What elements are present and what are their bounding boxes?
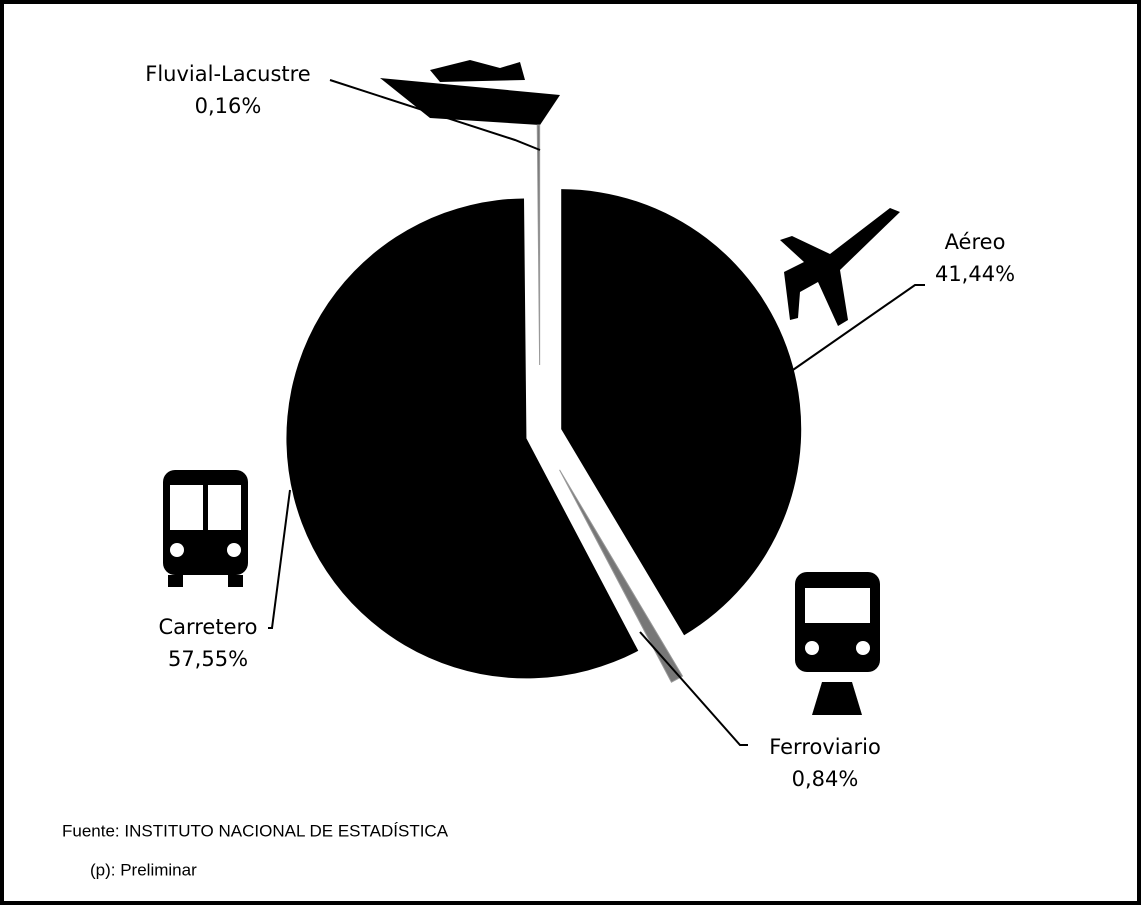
slice-value-label: 57,55% [168,647,248,671]
slice-label: Carretero [158,615,257,639]
leader-line [639,631,748,746]
pie-slice [286,198,639,679]
slice-label: Ferroviario [769,735,881,759]
pie-slice [559,469,684,683]
slice-value-label: 0,16% [195,94,262,118]
preliminary-note: (p): Preliminar [90,860,197,879]
pie-slice [561,189,802,636]
slice-label: Aéreo [945,230,1006,254]
slice-label: Fluvial-Lacustre [145,62,310,86]
train-icon [795,572,880,715]
source-note: Fuente: INSTITUTO NACIONAL DE ESTADÍSTIC… [62,821,449,840]
plane-icon [780,208,900,326]
ship-icon [380,60,560,125]
bus-icon [163,470,248,587]
leader-line [329,79,541,151]
leader-line [789,284,925,373]
slice-value-label: 0,84% [792,767,859,791]
slice-value-label: 41,44% [935,262,1015,286]
pie-slice [536,124,541,366]
leader-line [268,489,291,629]
